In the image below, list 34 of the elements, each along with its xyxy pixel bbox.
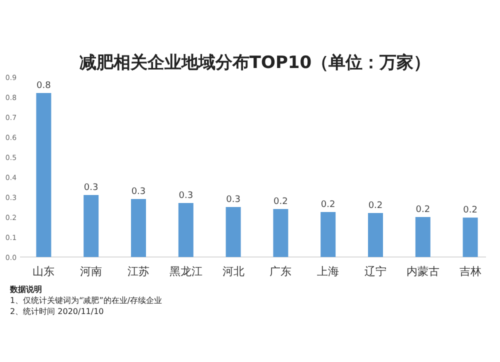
data-label: 0.2 [274,197,288,207]
bar [84,195,99,257]
bar [368,213,383,257]
text: 数据说明 [9,285,42,294]
data-label: 0.3 [178,191,194,201]
text: 2、统计时间 2020/11/10 [10,307,104,316]
data-label: 0.3 [226,195,240,205]
x-tick-label: 江苏 [128,265,150,278]
bar [178,203,194,257]
data-label: 0.8 [36,81,52,91]
bar [462,218,478,257]
data-label: 0.3 [131,187,146,197]
text: 1、仅统计关键词为“减肥”的在业/存续企业 [10,296,162,305]
data-label: 0.2 [368,201,383,211]
x-tick-label: 辽宁 [364,265,386,278]
data-label: 0.2 [320,200,336,210]
x-tick-label: 黑龙江 [169,265,202,278]
data-label: 0.2 [416,205,430,215]
data-label: 0.2 [463,206,478,216]
bar [273,209,288,257]
bar [36,93,52,257]
data-label: 0.3 [84,183,98,193]
x-tick-label: 吉林 [459,265,482,278]
x-tick-label: 山东 [32,265,55,278]
bar [415,217,430,257]
bar [226,207,241,257]
bar [320,212,336,257]
x-tick-label: 河南 [80,265,102,278]
bar [131,199,146,257]
x-tick-label: 河北 [222,265,244,278]
x-tick-label: 上海 [317,265,340,278]
x-tick-label: 内蒙古 [406,265,440,278]
x-tick-label: 广东 [270,265,292,278]
chart-title: 减肥相关企业地域分布TOP10（单位：万家） [79,53,431,73]
